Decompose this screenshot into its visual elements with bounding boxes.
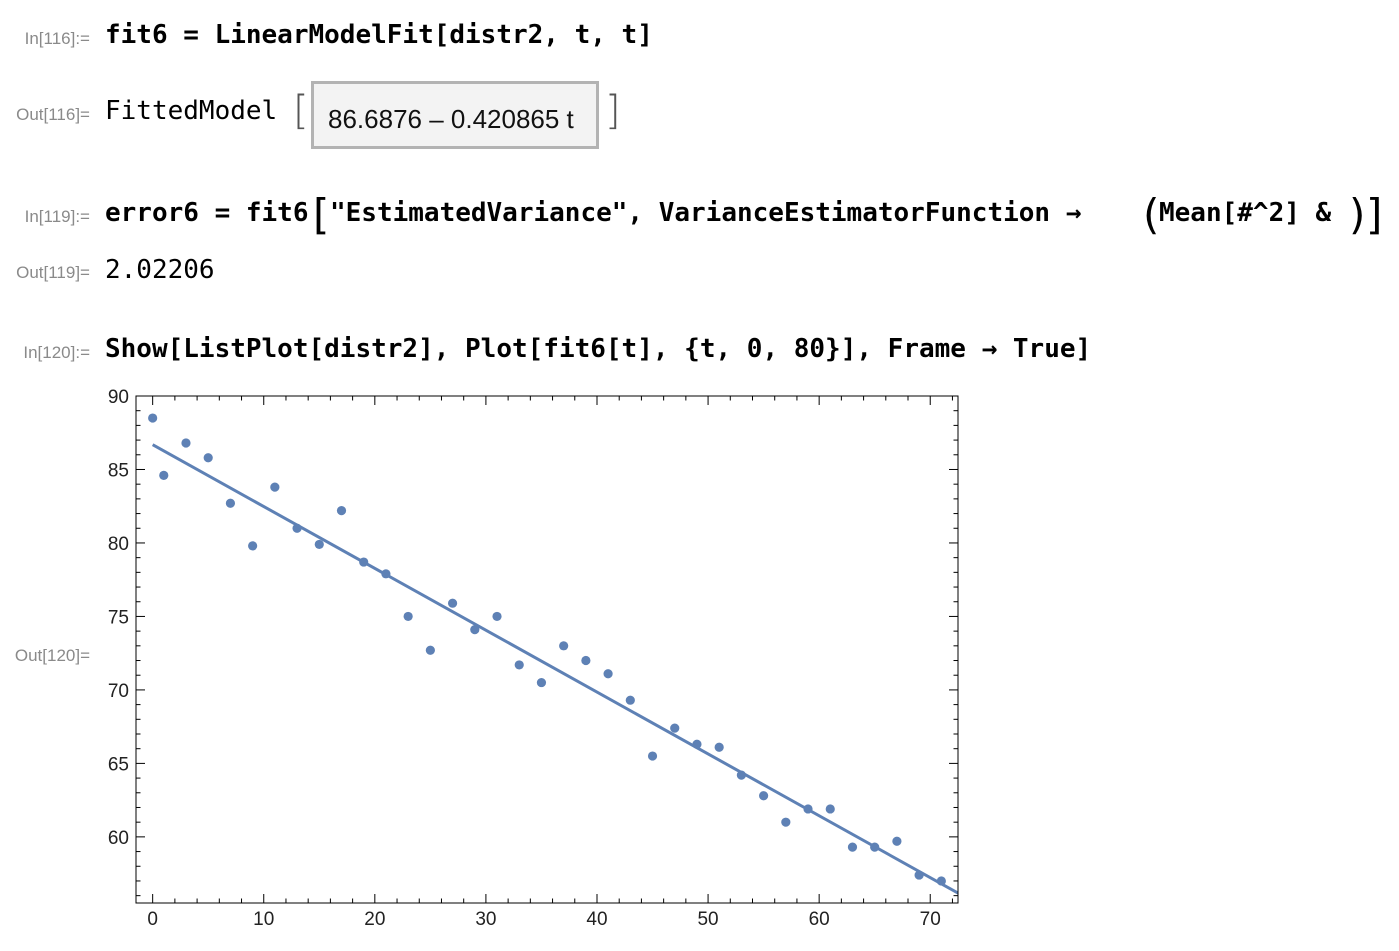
output-label-116: Out[116]= xyxy=(16,105,90,124)
x-tick-label: 70 xyxy=(920,909,941,930)
data-points xyxy=(148,413,946,886)
input-code-116-text: fit6 = LinearModelFit[distr2, t, t] xyxy=(105,20,653,50)
input-code-119-part-a: error6 = fit6 xyxy=(105,198,309,228)
y-tick-label: 90 xyxy=(108,387,129,408)
fit-line xyxy=(151,443,958,895)
x-tick-label: 30 xyxy=(475,909,496,930)
data-point xyxy=(181,438,191,448)
paren-close: ) xyxy=(1349,190,1366,239)
data-point xyxy=(148,413,158,423)
y-tick-label: 70 xyxy=(108,681,129,702)
part-open-bracket: [ xyxy=(313,190,330,239)
input-code-120-text: Show[ListPlot[distr2], Plot[fit6[t], {t,… xyxy=(105,334,1092,364)
fitted-model-close-bracket: ] xyxy=(605,88,621,134)
data-point xyxy=(647,751,658,761)
x-tick-label: 20 xyxy=(364,909,385,930)
paren-open: ( xyxy=(1143,190,1160,239)
data-point xyxy=(359,557,369,567)
input-label-119: In[119]:= xyxy=(24,207,90,226)
data-point xyxy=(248,541,258,551)
data-point xyxy=(692,739,702,749)
input-code-119-args: "EstimatedVariance", VarianceEstimatorFu… xyxy=(330,198,1097,228)
data-point xyxy=(936,876,946,886)
fitted-model-open-bracket: [ xyxy=(293,88,309,134)
axis-ticks xyxy=(136,395,958,903)
data-point xyxy=(781,817,791,827)
data-point xyxy=(581,655,591,666)
data-point xyxy=(914,870,924,880)
data-point xyxy=(559,641,569,651)
data-point xyxy=(736,770,746,780)
data-point xyxy=(203,453,213,463)
y-tick-label: 80 xyxy=(108,534,129,555)
input-code-120[interactable]: Show[ListPlot[distr2], Plot[fit6[t], {t,… xyxy=(105,334,1091,364)
input-label-120: In[120]:= xyxy=(23,343,90,362)
data-point xyxy=(514,660,524,670)
data-point xyxy=(492,611,502,622)
input-code-119-part-c: Mean[#^2] & xyxy=(1159,198,1332,228)
y-tick-label: 65 xyxy=(108,754,129,775)
output-head-116: FittedModel xyxy=(105,96,278,126)
data-point xyxy=(447,598,458,608)
output-label-119: Out[119]= xyxy=(16,263,90,282)
output-label-120: Out[120]= xyxy=(14,646,90,665)
data-point xyxy=(847,842,858,852)
y-tick-label: 60 xyxy=(108,828,129,849)
y-tick-label: 85 xyxy=(108,460,129,481)
input-code-119[interactable]: error6 = fit6 xyxy=(105,198,309,228)
data-point xyxy=(314,539,324,550)
data-point xyxy=(603,669,613,679)
input-label-116: In[116]:= xyxy=(24,29,90,48)
data-point xyxy=(870,842,880,852)
data-point xyxy=(270,482,280,492)
x-tick-label: 10 xyxy=(253,909,274,930)
fitted-model-formula: 86.6876 – 0.420865 t xyxy=(328,104,574,134)
part-close-bracket: ] xyxy=(1366,190,1383,239)
data-point xyxy=(536,677,547,688)
data-point xyxy=(803,804,813,814)
data-point xyxy=(336,506,347,516)
input-code-119-part-b: "EstimatedVariance", VarianceEstimatorFu… xyxy=(330,198,1098,228)
plot-frame xyxy=(135,395,959,904)
data-point xyxy=(759,791,769,801)
input-code-116[interactable]: fit6 = LinearModelFit[distr2, t, t] xyxy=(105,20,653,50)
data-point xyxy=(670,723,680,733)
input-code-119-pure-function: Mean[#^2] & xyxy=(1159,198,1331,228)
data-point xyxy=(403,611,413,622)
fitted-model-summary-box[interactable]: 86.6876 – 0.420865 t xyxy=(311,81,599,149)
data-point xyxy=(470,625,480,635)
x-tick-label: 60 xyxy=(809,909,830,930)
data-point xyxy=(292,523,302,533)
x-tick-label: 50 xyxy=(697,909,718,930)
data-point xyxy=(714,742,724,752)
data-point xyxy=(625,695,635,705)
data-point xyxy=(892,836,902,846)
x-tick-label: 0 xyxy=(147,909,158,930)
data-point xyxy=(159,470,169,480)
x-tick-label: 40 xyxy=(586,909,607,930)
data-point xyxy=(381,569,391,579)
tick-labels: 0 10 20 30 40 50 60 70 60 65 70 75 80 85 90 xyxy=(108,387,941,930)
output-value-119: 2.02206 xyxy=(105,255,215,285)
data-point xyxy=(425,645,435,655)
data-point xyxy=(825,804,835,814)
data-point xyxy=(225,498,236,508)
y-tick-label: 75 xyxy=(108,607,129,628)
